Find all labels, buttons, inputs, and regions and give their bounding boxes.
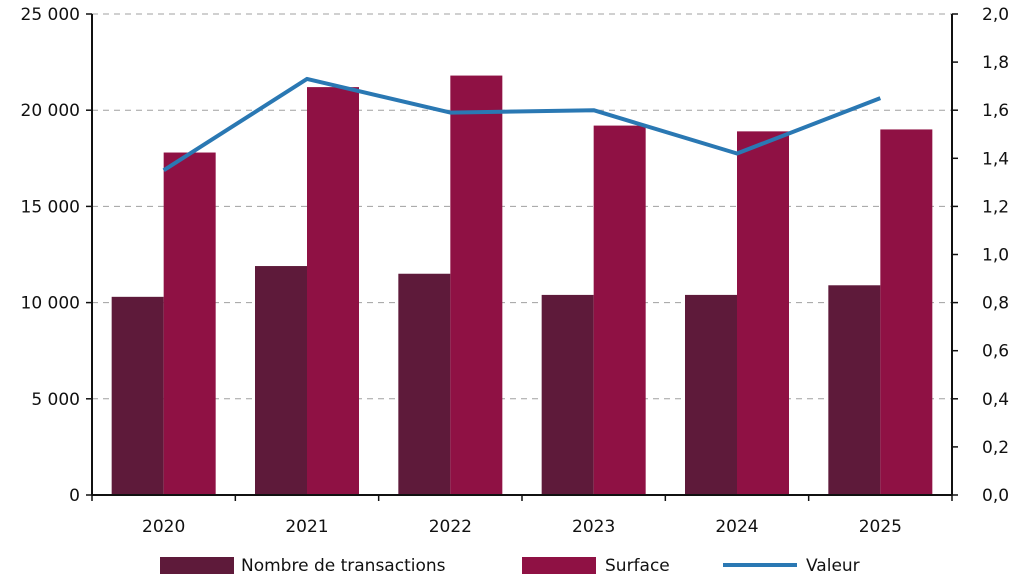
y-axis-left-tick-label: 15 000 bbox=[21, 197, 80, 217]
bar-surface bbox=[880, 129, 933, 495]
bar-surface bbox=[163, 152, 216, 495]
y-axis-right-tick-label: 0,2 bbox=[982, 438, 1009, 458]
y-axis-left-tick-label: 5 000 bbox=[31, 390, 80, 410]
x-axis-tick-label: 2021 bbox=[285, 517, 328, 537]
bar-surface bbox=[450, 75, 503, 496]
legend-swatch bbox=[160, 557, 234, 574]
bar-surface bbox=[593, 125, 646, 495]
bar-transactions bbox=[255, 266, 307, 495]
legend-label: Valeur bbox=[806, 556, 860, 576]
y-axis-right-tick-label: 0,6 bbox=[982, 342, 1009, 362]
y-axis-left-tick-label: 0 bbox=[69, 486, 80, 506]
bar-surface bbox=[737, 131, 789, 495]
y-axis-right-tick-label: 1,0 bbox=[982, 246, 1009, 266]
bar-surface bbox=[307, 87, 359, 495]
x-axis-tick-label: 2025 bbox=[859, 517, 902, 537]
bars bbox=[111, 75, 933, 496]
x-axis-tick-label: 2023 bbox=[572, 517, 615, 537]
bar-transactions bbox=[398, 273, 451, 495]
legend-label: Surface bbox=[605, 556, 670, 576]
y-axis-right-tick-label: 1,6 bbox=[982, 101, 1009, 121]
axes: 0 5 000 10 000 15 000 20 000 25 000 0,0 0,2 0,4 0… bbox=[21, 5, 1010, 537]
legend-swatch bbox=[522, 557, 596, 574]
y-axis-right-tick-label: 1,4 bbox=[982, 149, 1009, 169]
value-line bbox=[162, 76, 882, 173]
legend: Nombre de transactions Surface Valeur bbox=[160, 556, 860, 576]
y-axis-right-tick-label: 0,8 bbox=[982, 294, 1009, 314]
line-valeur bbox=[162, 76, 882, 173]
legend-label: Nombre de transactions bbox=[241, 556, 446, 576]
y-axis-left-tick-label: 20 000 bbox=[21, 101, 80, 121]
gridlines bbox=[92, 13, 952, 400]
y-axis-right-tick-label: 1,2 bbox=[982, 197, 1009, 217]
y-axis-right-tick-label: 1,8 bbox=[982, 53, 1009, 73]
x-axis-tick-label: 2022 bbox=[429, 517, 472, 537]
x-axis-tick-label: 2024 bbox=[715, 517, 758, 537]
y-axis-left-tick-label: 25 000 bbox=[21, 5, 80, 25]
bar-transactions bbox=[828, 285, 881, 495]
y-axis-right-tick-label: 2,0 bbox=[982, 5, 1009, 25]
y-axis-right-tick-label: 0,4 bbox=[982, 390, 1009, 410]
bar-transactions bbox=[111, 296, 164, 495]
bar-transactions bbox=[541, 294, 594, 495]
y-axis-left-tick-label: 10 000 bbox=[21, 294, 80, 314]
x-axis-tick-label: 2020 bbox=[142, 517, 185, 537]
y-axis-right-tick-label: 0,0 bbox=[982, 486, 1009, 506]
bar-transactions bbox=[685, 294, 737, 495]
